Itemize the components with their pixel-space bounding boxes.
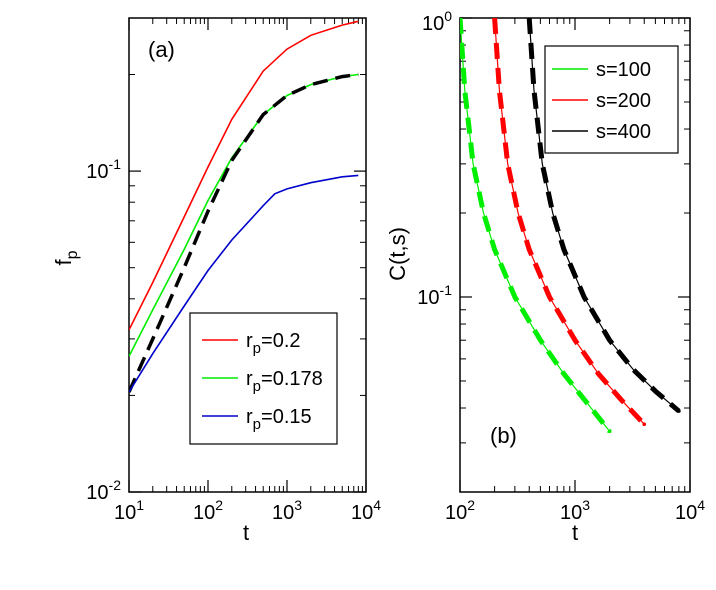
legend-label: s=100 <box>596 59 651 81</box>
panel-b-series <box>460 18 681 434</box>
x-tick-label: 102 <box>445 497 475 524</box>
panel-a-ticks: 101 102 103 104 10-2 10-1 <box>86 18 381 524</box>
series-end-point <box>642 422 647 426</box>
panel-a-xlabel: t <box>243 520 249 545</box>
series-line-fit <box>129 72 359 393</box>
panel-a-label: (a) <box>148 37 175 62</box>
legend-label: s=200 <box>596 90 651 112</box>
panel-b-label: (b) <box>490 423 517 448</box>
y-tick-label: 10-1 <box>417 282 452 309</box>
legend-label: rp=0.2 <box>246 330 301 357</box>
x-tick-label: 102 <box>193 497 223 524</box>
panel-a-series <box>129 20 359 393</box>
panel-b-xlabel: t <box>572 520 578 545</box>
panel-a-ylabel: fp <box>51 250 81 265</box>
x-tick-label: 103 <box>560 497 590 524</box>
x-tick-label: 103 <box>272 497 302 524</box>
x-tick-label: 101 <box>114 497 144 524</box>
x-tick-label: 104 <box>675 497 705 524</box>
legend-label: rp=0.178 <box>246 368 323 395</box>
series-end-point <box>607 429 612 434</box>
legend-label: rp=0.15 <box>246 406 312 433</box>
series-line-s-400 <box>528 18 680 412</box>
y-tick-label: 10-2 <box>86 477 121 504</box>
series-line-rp-0-2 <box>129 20 359 331</box>
series-end-point <box>677 409 681 413</box>
panel-b: 102 103 104 10-1 100 (b) t C(t,s) s=100 s=200… <box>385 8 705 545</box>
x-tick-label: 104 <box>351 497 381 524</box>
series-line-s-100 <box>460 18 611 432</box>
svg-text:fp: fp <box>51 250 81 265</box>
panel-b-ylabel: C(t,s) <box>385 227 410 281</box>
panel-b-legend: s=100 s=200 s=400 <box>544 45 679 154</box>
legend-label: s=400 <box>596 121 651 143</box>
y-tick-label: 10-1 <box>86 156 121 183</box>
svg-text:C(t,s): C(t,s) <box>385 227 410 281</box>
panel-a-legend: rp=0.2 rp=0.178 rp=0.15 <box>189 312 338 445</box>
panel-a-frame <box>128 17 367 493</box>
series-line-s-200 <box>494 18 645 425</box>
series-line-rp-0-15 <box>129 174 359 393</box>
y-tick-label: 100 <box>422 8 452 35</box>
